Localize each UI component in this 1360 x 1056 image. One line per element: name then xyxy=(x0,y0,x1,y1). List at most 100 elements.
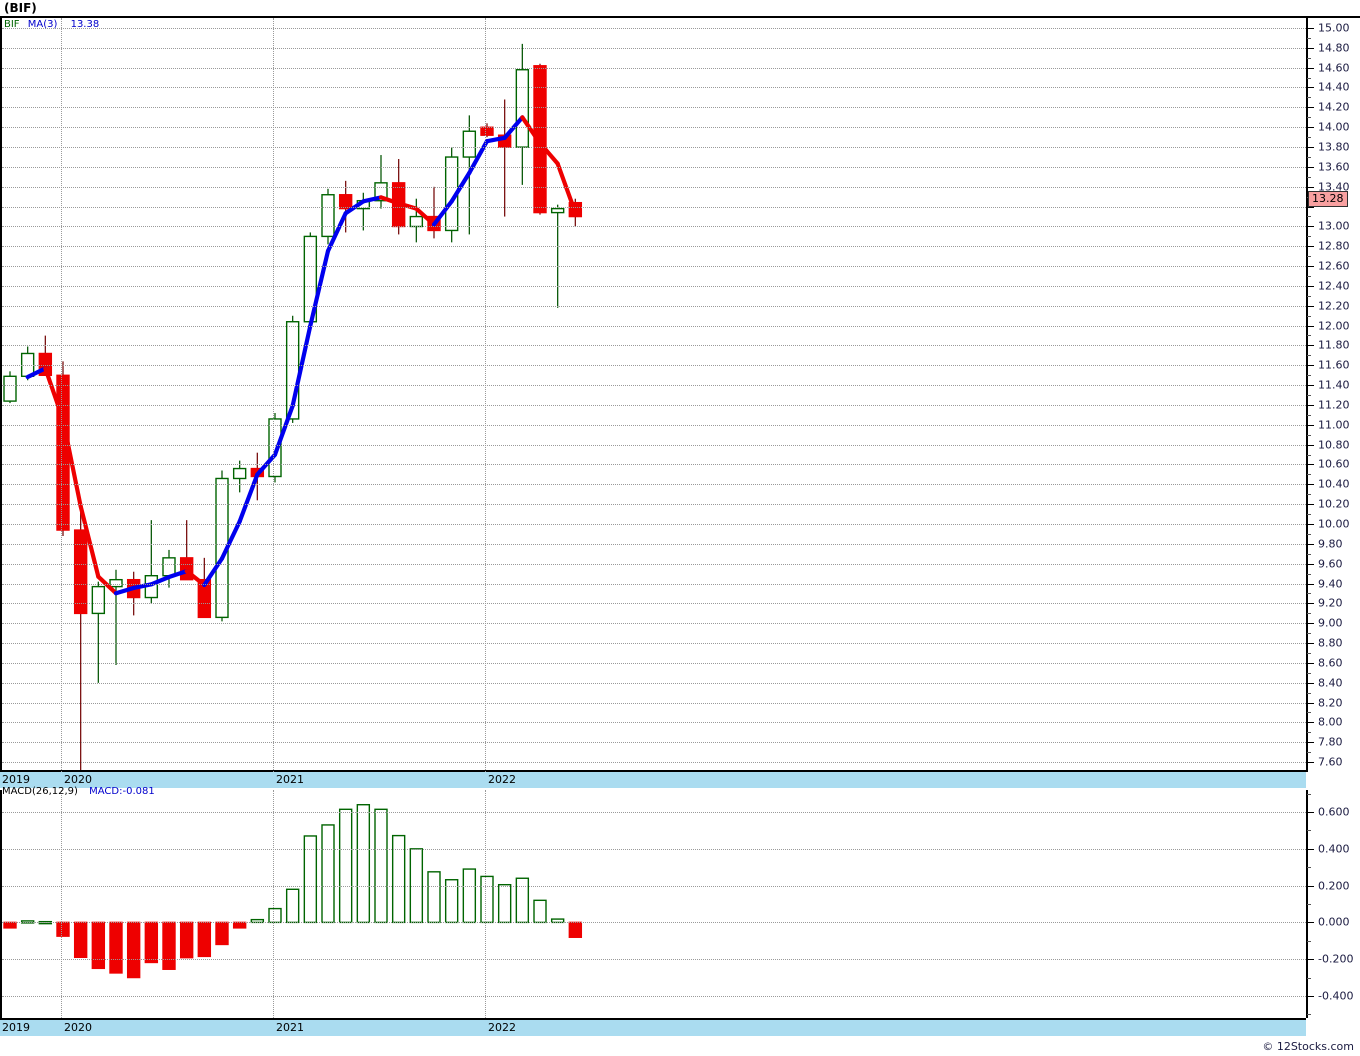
ma3-line-segment xyxy=(555,161,578,215)
price-axis-label: 11.40 xyxy=(1318,378,1350,392)
price-axis-label: 13.60 xyxy=(1318,160,1350,174)
price-tick-minor xyxy=(1307,752,1311,754)
macd-legend-value: MACD:-0.081 xyxy=(89,786,155,797)
price-axis-label: 7.60 xyxy=(1318,755,1343,769)
price-axis-label: 10.40 xyxy=(1318,477,1350,491)
price-gridline xyxy=(2,484,1306,486)
price-tick-mark xyxy=(1307,345,1314,347)
candle-body xyxy=(215,477,229,619)
price-tick-mark xyxy=(1307,226,1314,228)
price-axis-label: 8.20 xyxy=(1318,696,1343,710)
price-axis-label: 13.80 xyxy=(1318,140,1350,154)
price-tick-mark xyxy=(1307,325,1314,327)
ma3-line-segment xyxy=(166,568,189,580)
price-gridline xyxy=(2,623,1306,625)
price-tick-minor xyxy=(1307,613,1311,615)
price-gridline xyxy=(2,603,1306,605)
price-gridline xyxy=(2,305,1306,307)
macd-histogram-bar xyxy=(162,921,176,970)
macd-legend: MACD(26,12,9) MACD:-0.081 xyxy=(2,786,155,797)
macd-x-axis-band: 2019 2020 2021 2022 xyxy=(0,1018,1306,1036)
candle-body xyxy=(144,575,159,599)
macd-axis-panel xyxy=(1306,790,1360,1018)
macd-histogram-bar xyxy=(109,921,123,974)
macd-axis-label: 0.600 xyxy=(1318,805,1350,819)
macd-tick-minor xyxy=(1307,867,1311,869)
macd-chart-panel[interactable] xyxy=(0,790,1306,1018)
price-tick-mark xyxy=(1307,662,1314,664)
price-tick-mark xyxy=(1307,127,1314,129)
price-gridline xyxy=(2,146,1306,148)
price-tick-minor xyxy=(1307,494,1311,496)
price-axis-panel xyxy=(1306,18,1360,772)
candle-body xyxy=(391,182,406,228)
price-axis-label: 9.40 xyxy=(1318,577,1343,590)
macd-axis-label: 0.000 xyxy=(1318,915,1350,929)
macd-histogram-bar xyxy=(268,907,282,924)
legend-ma-label: MA(3) xyxy=(27,19,58,30)
candle-body xyxy=(162,557,176,577)
price-axis-label: 10.60 xyxy=(1318,457,1350,471)
candle-body xyxy=(515,69,530,148)
macd-histogram-bar xyxy=(56,921,70,937)
price-gridline xyxy=(2,87,1306,89)
page-title: (BIF) xyxy=(4,1,37,15)
price-tick-mark xyxy=(1307,543,1314,545)
price-tick-mark xyxy=(1307,762,1314,764)
price-year-gridline xyxy=(485,18,486,772)
ma3-line-segment xyxy=(431,199,454,227)
price-chart-panel[interactable] xyxy=(0,18,1306,772)
price-gridline xyxy=(2,762,1306,764)
price-tick-mark xyxy=(1307,285,1314,287)
macd-tick-minor xyxy=(1307,977,1311,979)
macd-axis-label: -0.400 xyxy=(1318,989,1354,1003)
price-tick-mark xyxy=(1307,305,1314,307)
macd-gridline xyxy=(2,922,1306,924)
ma3-line-segment xyxy=(60,417,83,509)
candle-body xyxy=(568,201,583,218)
price-axis-label: 12.20 xyxy=(1318,299,1350,313)
macd-histogram-bar xyxy=(533,899,547,924)
price-axis-label: 8.00 xyxy=(1318,715,1343,729)
price-axis-label: 13.00 xyxy=(1318,219,1350,233)
candle-body xyxy=(480,126,494,136)
price-axis-label: 12.40 xyxy=(1318,279,1350,293)
price-gridline xyxy=(2,127,1306,129)
price-tick-mark xyxy=(1307,722,1314,724)
candle-body xyxy=(427,215,441,232)
macd-tick-mark xyxy=(1307,922,1314,924)
price-gridline xyxy=(2,563,1306,565)
macd-gridline xyxy=(2,812,1306,814)
macd-histogram-bar xyxy=(497,883,512,924)
candle-body xyxy=(374,182,388,202)
macd-histogram-bar xyxy=(356,804,371,924)
price-gridline xyxy=(2,27,1306,29)
macd-gridline xyxy=(2,995,1306,997)
price-gridline xyxy=(2,385,1306,387)
price-axis-label: 11.00 xyxy=(1318,418,1350,432)
price-tick-minor xyxy=(1307,652,1311,654)
price-gridline xyxy=(2,662,1306,664)
price-axis-label: 15.00 xyxy=(1318,21,1350,35)
candle-body xyxy=(3,375,17,402)
current-price-tag: 13.28 xyxy=(1308,190,1348,207)
ma3-line-segment xyxy=(361,195,384,204)
price-tick-minor xyxy=(1307,732,1311,734)
price-tick-minor xyxy=(1307,553,1311,555)
macd-gridline xyxy=(2,959,1306,961)
macd-histogram-bar xyxy=(179,921,194,959)
price-tick-minor xyxy=(1307,573,1311,575)
price-year-gridline xyxy=(273,18,274,772)
price-tick-minor xyxy=(1307,216,1311,218)
ma3-line-segment xyxy=(272,403,295,457)
price-tick-minor xyxy=(1307,474,1311,476)
price-tick-mark xyxy=(1307,385,1314,387)
price-axis-label: 10.80 xyxy=(1318,438,1350,452)
macd-tick-minor xyxy=(1307,830,1311,832)
price-gridline xyxy=(2,107,1306,109)
price-gridline xyxy=(2,47,1306,49)
price-gridline xyxy=(2,444,1306,446)
price-year-gridline xyxy=(61,18,62,772)
macd-histogram-bar xyxy=(215,921,229,946)
candle-body xyxy=(232,467,247,480)
